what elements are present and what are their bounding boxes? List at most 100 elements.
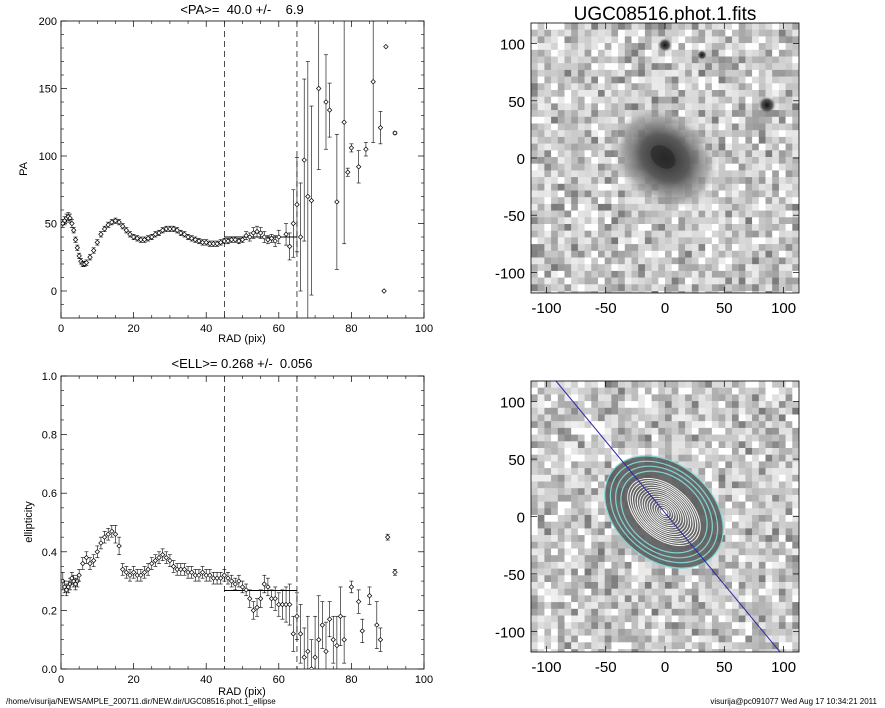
noise-pixel (537, 541, 545, 549)
noise-pixel (551, 448, 558, 455)
diamond-marker (236, 578, 242, 584)
noise-pixel (591, 157, 599, 164)
ell-y-axis-label: ellipticity (23, 501, 35, 543)
noise-pixel (564, 284, 572, 292)
noise-pixel (778, 515, 786, 522)
noise-pixel (544, 381, 552, 388)
diamond-marker (330, 637, 336, 643)
noise-pixel (551, 83, 558, 91)
noise-pixel (678, 110, 686, 117)
noise-pixel (671, 217, 679, 225)
noise-pixel (624, 277, 632, 285)
noise-pixel (765, 90, 773, 97)
con-y-tick-label: 50 (508, 452, 525, 469)
noise-pixel (544, 414, 552, 422)
noise-pixel (604, 555, 612, 563)
noise-pixel (792, 441, 799, 449)
noise-pixel (711, 284, 719, 292)
noise-pixel (711, 136, 719, 144)
con-y-tick-label: 0 (517, 510, 525, 527)
noise-pixel (571, 575, 579, 583)
noise-pixel (564, 421, 572, 429)
noise-pixel (644, 43, 652, 50)
noise-pixel (638, 387, 646, 395)
noise-pixel (611, 29, 619, 37)
noise-pixel (638, 434, 646, 442)
noise-pixel (551, 157, 558, 164)
noise-pixel (792, 63, 799, 71)
noise-pixel (598, 210, 605, 218)
noise-pixel (685, 284, 692, 292)
noise-pixel (705, 63, 713, 71)
noise-pixel (624, 43, 632, 50)
noise-pixel (531, 555, 538, 563)
diamond-marker (149, 560, 155, 567)
noise-pixel (537, 277, 545, 285)
noise-pixel (725, 244, 733, 251)
noise-pixel (752, 210, 759, 218)
noise-pixel (685, 454, 692, 462)
noise-pixel (584, 434, 592, 442)
noise-pixel (571, 407, 579, 415)
noise-pixel (544, 541, 552, 549)
noise-pixel (551, 183, 558, 191)
noise-pixel (792, 394, 799, 402)
noise-pixel (718, 488, 726, 496)
noise-pixel (711, 270, 719, 278)
noise-pixel (624, 568, 632, 576)
noise-pixel (544, 23, 552, 30)
noise-pixel (738, 381, 746, 388)
diamond-marker (243, 587, 249, 593)
noise-pixel (752, 96, 759, 104)
diamond-marker (199, 239, 206, 246)
noise-pixel (584, 635, 592, 643)
noise-pixel (738, 515, 746, 522)
galaxy-image-panel: UGC08516.phot.1.fits -100 -50 0 50 100 -100-… (495, 4, 800, 317)
noise-pixel (758, 548, 766, 556)
noise-pixel (738, 264, 746, 272)
noise-pixel (598, 23, 605, 30)
noise-pixel (577, 387, 585, 395)
noise-pixel (564, 414, 572, 422)
noise-pixel (638, 230, 646, 238)
noise-pixel (638, 203, 646, 211)
noise-pixel (745, 474, 753, 482)
diamond-marker (254, 604, 260, 611)
noise-pixel (557, 123, 565, 131)
noise-pixel (752, 488, 759, 496)
noise-pixel (732, 90, 739, 97)
noise-pixel (584, 90, 592, 97)
pa-data-point (370, 21, 376, 143)
noise-pixel (644, 96, 652, 104)
noise-pixel (711, 250, 719, 258)
noise-pixel (772, 582, 780, 589)
noise-pixel (624, 284, 632, 292)
noise-pixel (758, 49, 766, 57)
noise-pixel (738, 387, 746, 395)
noise-pixel (591, 468, 599, 475)
noise-pixel (604, 210, 612, 218)
noise-pixel (792, 649, 799, 652)
noise-pixel (611, 23, 619, 30)
noise-pixel (644, 387, 652, 395)
noise-pixel (745, 69, 753, 77)
noise-pixel (778, 628, 786, 636)
noise-pixel (732, 434, 739, 442)
noise-pixel (618, 291, 625, 293)
noise-pixel (624, 421, 632, 429)
diamond-marker (218, 239, 224, 246)
noise-pixel (785, 237, 793, 245)
noise-pixel (732, 501, 739, 509)
noise-pixel (604, 49, 612, 57)
noise-pixel (758, 441, 766, 449)
noise-pixel (577, 474, 585, 482)
pa-data-point (109, 219, 115, 226)
noise-pixel (598, 170, 605, 178)
noise-pixel (778, 441, 786, 449)
noise-pixel (618, 615, 625, 623)
noise-pixel (711, 110, 719, 117)
noise-pixel (691, 96, 699, 104)
noise-pixel (584, 217, 592, 225)
noise-pixel (537, 494, 545, 502)
noise-pixel (564, 177, 572, 184)
